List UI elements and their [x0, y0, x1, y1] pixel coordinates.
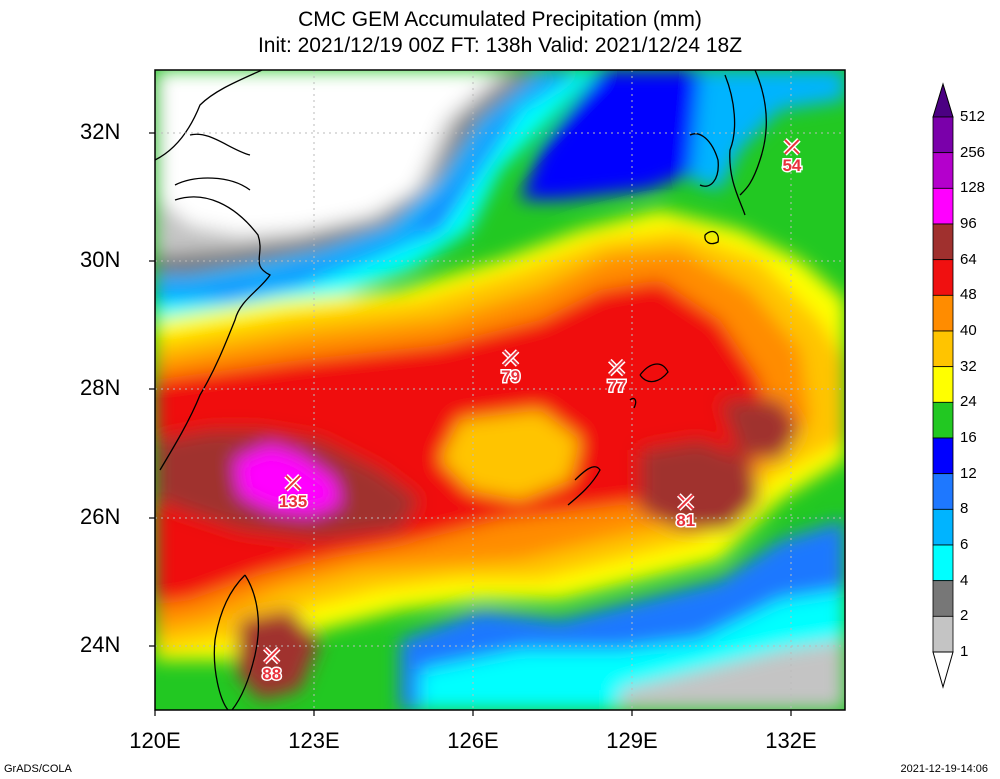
lat-label-26n: 26N	[80, 504, 121, 529]
marker-value-label: 81	[676, 511, 695, 530]
map-subtitle: Init: 2021/12/19 00Z FT: 138h Valid: 202…	[257, 34, 743, 57]
colorbar-bottom-triangle	[932, 651, 954, 689]
colorbar-level-label: 1	[960, 643, 969, 660]
colorbar-swatch	[932, 401, 954, 439]
lon-label-132e: 132E	[765, 728, 817, 753]
colorbar-level-label: 64	[960, 250, 977, 268]
marker-cross	[264, 647, 280, 664]
colorbar-level-label: 24	[960, 393, 977, 411]
max-value-markers: 135 79 77 81 54 88	[261, 138, 803, 685]
marker-value-label: 135	[279, 492, 307, 511]
colorbar-swatch	[932, 508, 954, 546]
lat-label-30n: 30N	[80, 247, 121, 272]
marker-cross	[784, 139, 800, 155]
colorbar-swatch	[932, 330, 954, 368]
lat-label-24n: 24N	[80, 632, 121, 657]
colorbar-swatch	[932, 473, 954, 510]
max-marker: 88	[261, 646, 283, 685]
colorbar-level-label: 256	[960, 143, 986, 161]
lon-label-129e: 129E	[606, 728, 658, 753]
colorbar-swatch	[932, 615, 954, 653]
coastline-outlines	[155, 70, 767, 710]
colorbar-level-label: 96	[960, 215, 977, 232]
max-marker: 81	[675, 493, 697, 532]
colorbar-level-label: 32	[960, 357, 977, 375]
colorbar-swatch	[932, 116, 954, 154]
lon-label-120e: 120E	[129, 728, 181, 753]
colorbar-swatch	[932, 366, 954, 403]
colorbar-level-label: 8	[960, 500, 969, 518]
colorbar-top-triangle	[932, 82, 954, 118]
software-credit: GrADS/COLA	[4, 763, 72, 775]
marker-value-label: 54	[782, 156, 801, 175]
colorbar-swatch	[932, 152, 954, 189]
colorbar-level-label: 6	[960, 536, 969, 553]
max-marker: 135	[277, 474, 309, 512]
colorbar-swatch	[932, 259, 954, 296]
colorbar-level-label: 48	[960, 286, 977, 304]
colorbar-swatch	[932, 544, 954, 582]
marker-cross	[502, 350, 519, 366]
colorbar-level-label: 128	[960, 179, 986, 197]
marker-cross	[678, 494, 694, 510]
colorbar-level-label: 512	[960, 108, 986, 125]
colorbar-swatch	[932, 223, 954, 261]
lon-label-123e: 123E	[288, 728, 340, 753]
marker-value-label: 77	[607, 377, 626, 396]
max-marker: 79	[500, 349, 522, 388]
map-frame	[154, 69, 846, 711]
marker-cross	[285, 475, 301, 491]
marker-value-label: 88	[262, 665, 281, 684]
colorbar-swatch	[932, 294, 954, 332]
map-title: CMC GEM Accumulated Precipitation (mm)	[298, 8, 702, 31]
colorbar-swatch	[932, 437, 954, 475]
colorbar-swatch	[932, 187, 954, 225]
colorbar-swatch	[932, 580, 954, 617]
marker-value-label: 79	[501, 367, 520, 386]
lat-label-32n: 32N	[80, 119, 121, 144]
max-marker: 77	[606, 358, 628, 397]
marker-cross	[609, 359, 625, 376]
lat-lon-gridlines	[155, 70, 845, 710]
colorbar-level-label: 4	[960, 571, 969, 589]
precipitation-field	[155, 70, 845, 710]
colorbar-level-label: 40	[960, 322, 977, 339]
render-timestamp: 2021-12-19-14:06	[900, 763, 988, 775]
colorbar-level-label: 12	[960, 464, 977, 482]
max-marker: 54	[781, 138, 803, 176]
colorbar-level-label: 16	[960, 429, 977, 446]
lat-label-28n: 28N	[80, 375, 121, 400]
lon-label-126e: 126E	[447, 728, 499, 753]
colorbar	[932, 82, 954, 689]
colorbar-level-label: 2	[960, 607, 969, 625]
axis-ticks	[149, 132, 792, 716]
